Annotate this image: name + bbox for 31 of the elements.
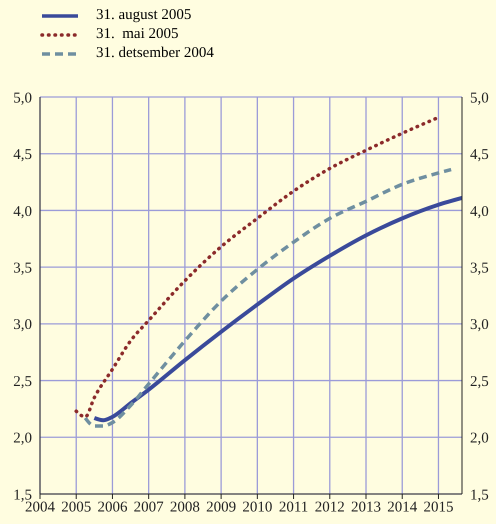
y2-tick-label: 2,0 (470, 430, 489, 447)
x-tick-label: 2014 (387, 500, 418, 516)
y-tick-label: 5,0 (13, 90, 32, 106)
y2-tick-label: 3,0 (470, 317, 489, 334)
x-tick-label: 2015 (423, 500, 454, 516)
x-tick-label: 2009 (206, 500, 236, 516)
legend-label: 31. august 2005 (96, 6, 192, 25)
line-series (84, 168, 453, 428)
x-tick-label: 2007 (134, 500, 164, 516)
y2-tick-label: 4,5 (470, 147, 489, 164)
y2-tick-label: 3,5 (470, 260, 489, 276)
x-tick-label: 2012 (314, 500, 345, 516)
x-tick-label: 2013 (351, 500, 382, 516)
x-tick-label: 2006 (97, 500, 128, 516)
y-tick-label: 2,5 (13, 374, 32, 390)
legend-label: 31. mai 2005 (96, 25, 178, 44)
y2-tick-label: 5,0 (470, 90, 489, 106)
y-tick-label: 3,0 (13, 317, 32, 334)
y-tick-label: 4,5 (13, 147, 32, 164)
y2-tick-label: 1,5 (470, 487, 489, 504)
x-tick-label: 2008 (170, 500, 200, 516)
y-tick-label: 4,0 (13, 204, 32, 220)
x-tick-label: 2010 (242, 500, 272, 516)
y-tick-label: 3,5 (13, 260, 32, 276)
x-tick-label: 2011 (278, 500, 308, 516)
legend-label: 31. detsember 2004 (96, 44, 214, 63)
y2-tick-label: 2,5 (470, 374, 489, 390)
line-series (92, 196, 462, 422)
y-tick-label: 2,0 (13, 430, 32, 447)
x-tick-label: 2005 (61, 500, 92, 516)
y2-tick-label: 4,0 (470, 204, 489, 220)
